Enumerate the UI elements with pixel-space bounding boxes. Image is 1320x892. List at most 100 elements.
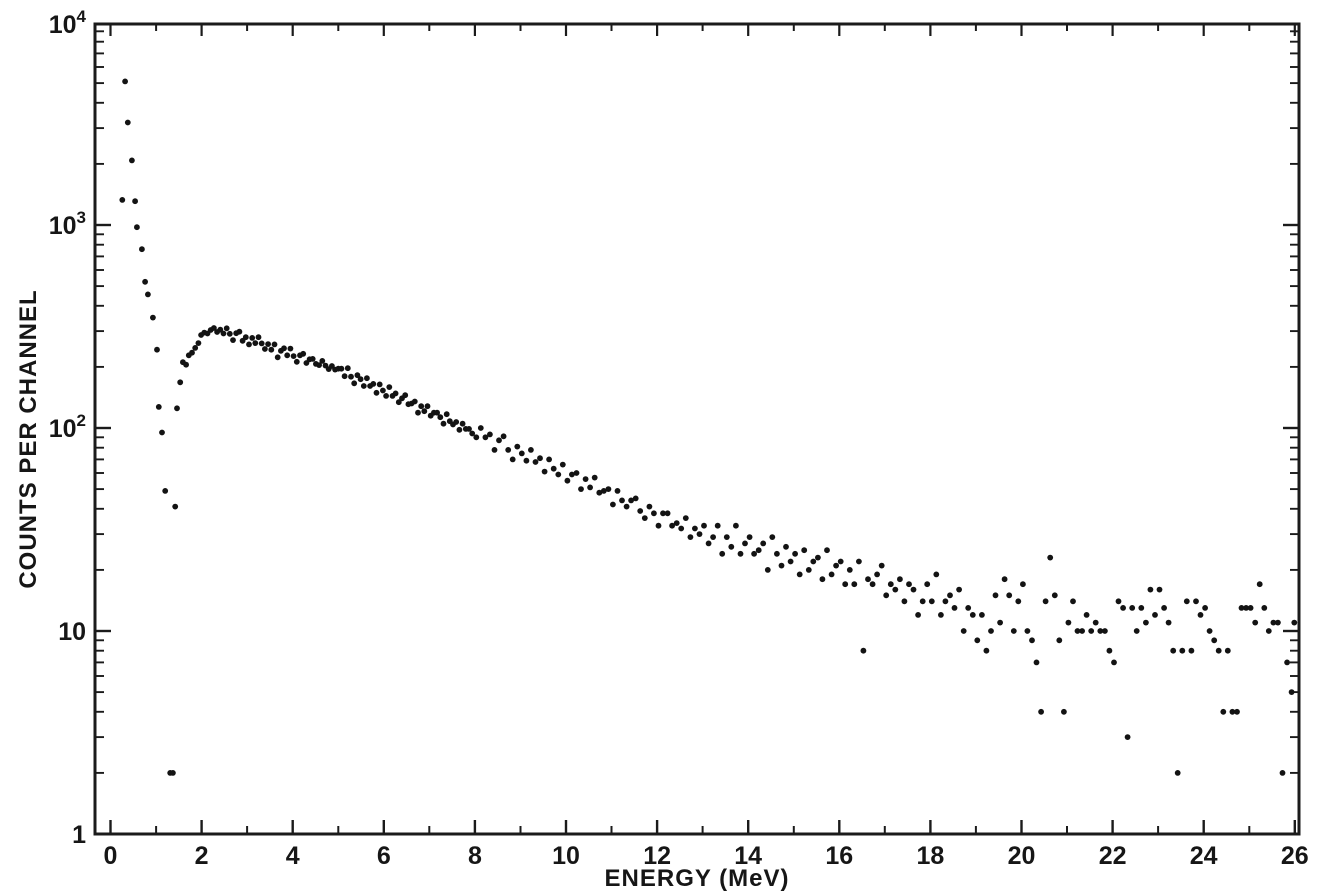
data-point <box>1261 605 1268 611</box>
x-tick-label: 2 <box>195 842 209 870</box>
data-point <box>733 522 739 529</box>
data-point <box>628 497 634 504</box>
data-point <box>1133 628 1140 634</box>
data-point <box>819 576 826 583</box>
data-point <box>541 468 548 475</box>
data-point <box>537 455 543 462</box>
data-point <box>195 340 202 346</box>
x-tick-label: 10 <box>552 842 580 870</box>
data-point <box>172 503 179 510</box>
data-point <box>1252 619 1259 626</box>
data-point <box>842 581 849 588</box>
data-point <box>1083 612 1090 618</box>
data-point <box>569 471 575 478</box>
data-point <box>1015 598 1022 605</box>
data-point <box>774 550 780 557</box>
data-point <box>833 562 839 569</box>
data-point <box>960 628 967 634</box>
data-point <box>874 571 880 578</box>
data-point <box>883 592 890 599</box>
data-point <box>281 345 287 352</box>
data-point <box>705 540 712 547</box>
data-point <box>373 389 380 396</box>
data-point <box>892 586 899 593</box>
data-point <box>1156 586 1163 593</box>
data-point <box>491 447 498 453</box>
data-point <box>532 459 539 465</box>
data-point <box>988 628 994 634</box>
data-point <box>319 358 326 364</box>
data-point <box>1061 708 1067 715</box>
data-point <box>376 381 383 388</box>
data-point <box>801 547 808 554</box>
data-point <box>174 405 180 412</box>
data-point <box>395 399 402 406</box>
data-point <box>1243 605 1249 611</box>
data-point <box>1270 619 1277 626</box>
data-point <box>1088 628 1095 634</box>
data-point <box>559 461 566 468</box>
data-point <box>440 420 447 427</box>
data-point <box>619 497 625 504</box>
data-point <box>1211 637 1218 644</box>
data-point <box>1224 647 1231 654</box>
data-point <box>383 393 389 399</box>
data-point <box>810 558 817 565</box>
data-point <box>751 550 757 557</box>
data-point <box>509 456 516 463</box>
y-axis-title: COUNTS PER CHANNEL <box>15 289 42 588</box>
data-point <box>268 346 275 353</box>
data-point <box>142 278 149 285</box>
data-point <box>746 534 753 540</box>
data-point <box>550 465 557 472</box>
data-point <box>582 476 589 482</box>
data-point <box>223 325 230 332</box>
data-point <box>380 387 386 394</box>
data-point <box>546 456 552 463</box>
x-axis-ticks <box>109 24 1297 834</box>
data-point <box>1215 647 1222 654</box>
data-point <box>456 426 463 433</box>
data-point <box>1284 659 1290 666</box>
data-point <box>226 330 233 337</box>
data-point <box>217 326 224 333</box>
data-point <box>287 345 294 352</box>
data-point <box>154 346 160 353</box>
data-point <box>1238 605 1245 611</box>
plot-frame <box>93 22 1301 836</box>
data-point <box>230 337 236 343</box>
data-point <box>1220 708 1227 715</box>
data-point <box>933 571 940 578</box>
x-tick-label: 4 <box>286 842 300 870</box>
data-point <box>523 457 530 464</box>
data-point <box>249 335 256 341</box>
data-point <box>255 334 262 341</box>
data-point <box>742 540 748 547</box>
data-point <box>236 328 243 335</box>
data-point <box>150 314 156 321</box>
x-tick-label: 16 <box>825 842 853 870</box>
data-point <box>220 330 227 337</box>
data-point <box>1256 581 1263 588</box>
data-point <box>242 334 249 341</box>
data-point <box>878 562 885 569</box>
data-point <box>596 489 603 496</box>
data-point <box>938 612 944 618</box>
data-point <box>469 430 476 437</box>
data-point <box>846 567 853 573</box>
data-point <box>979 612 985 618</box>
data-point <box>860 647 867 654</box>
data-point <box>591 474 598 481</box>
data-point <box>122 78 128 85</box>
data-point <box>1006 592 1013 599</box>
data-point <box>159 429 165 436</box>
data-point <box>1206 628 1213 634</box>
data-point <box>1202 605 1208 611</box>
data-point <box>796 571 803 578</box>
data-point <box>901 598 908 605</box>
data-point <box>1152 612 1158 618</box>
x-tick-label: 14 <box>734 842 762 870</box>
data-point <box>1265 628 1272 634</box>
data-point <box>573 470 580 476</box>
data-point <box>737 550 744 557</box>
